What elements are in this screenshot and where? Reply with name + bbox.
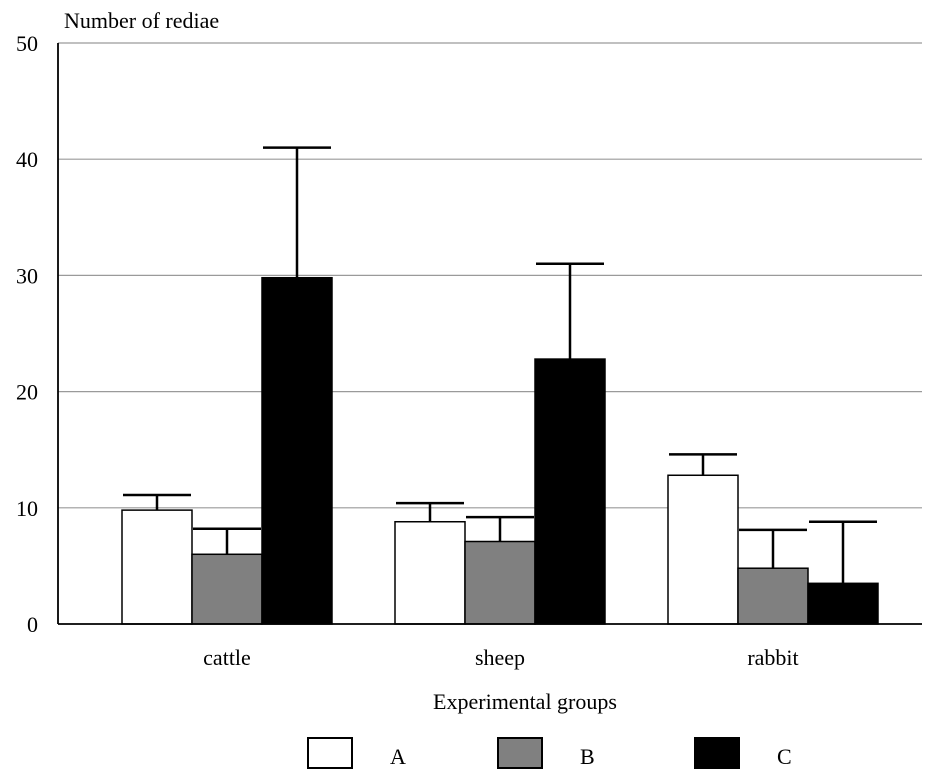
legend-swatch-a xyxy=(307,737,353,769)
axes xyxy=(57,43,922,625)
y-tick-label: 20 xyxy=(16,380,38,405)
bars xyxy=(121,276,879,625)
bar-b-sheep xyxy=(464,540,536,625)
y-tick-label: 50 xyxy=(16,31,38,56)
y-tick-labels: 0 10 20 30 40 50 xyxy=(16,31,38,637)
category-label-cattle: cattle xyxy=(203,645,251,670)
grid-lines xyxy=(58,42,922,509)
bar-c-rabbit xyxy=(807,582,879,625)
bar-c-cattle xyxy=(261,276,333,625)
category-label-sheep: sheep xyxy=(475,645,525,670)
legend-swatch-b xyxy=(497,737,543,769)
bar-a-rabbit xyxy=(667,474,739,625)
category-label-rabbit: rabbit xyxy=(747,645,798,670)
error-bars xyxy=(123,146,877,584)
y-axis-title: Number of rediae xyxy=(64,8,219,33)
y-tick-label: 10 xyxy=(16,496,38,521)
y-tick-label: 30 xyxy=(16,263,38,288)
bar-a-cattle xyxy=(121,509,193,625)
x-category-labels: cattle sheep rabbit xyxy=(203,645,798,670)
x-axis-title: Experimental groups xyxy=(433,689,617,714)
bar-b-rabbit xyxy=(737,567,809,625)
legend-label-c: C xyxy=(777,744,792,769)
legend: A B C xyxy=(307,737,792,769)
y-tick-label: 0 xyxy=(27,612,38,637)
legend-label-b: B xyxy=(580,744,595,769)
legend-swatch-c xyxy=(694,737,740,769)
bar-a-sheep xyxy=(394,520,466,625)
legend-label-a: A xyxy=(390,744,406,769)
bar-c-sheep xyxy=(534,358,606,625)
y-tick-label: 40 xyxy=(16,147,38,172)
bar-b-cattle xyxy=(191,553,263,625)
